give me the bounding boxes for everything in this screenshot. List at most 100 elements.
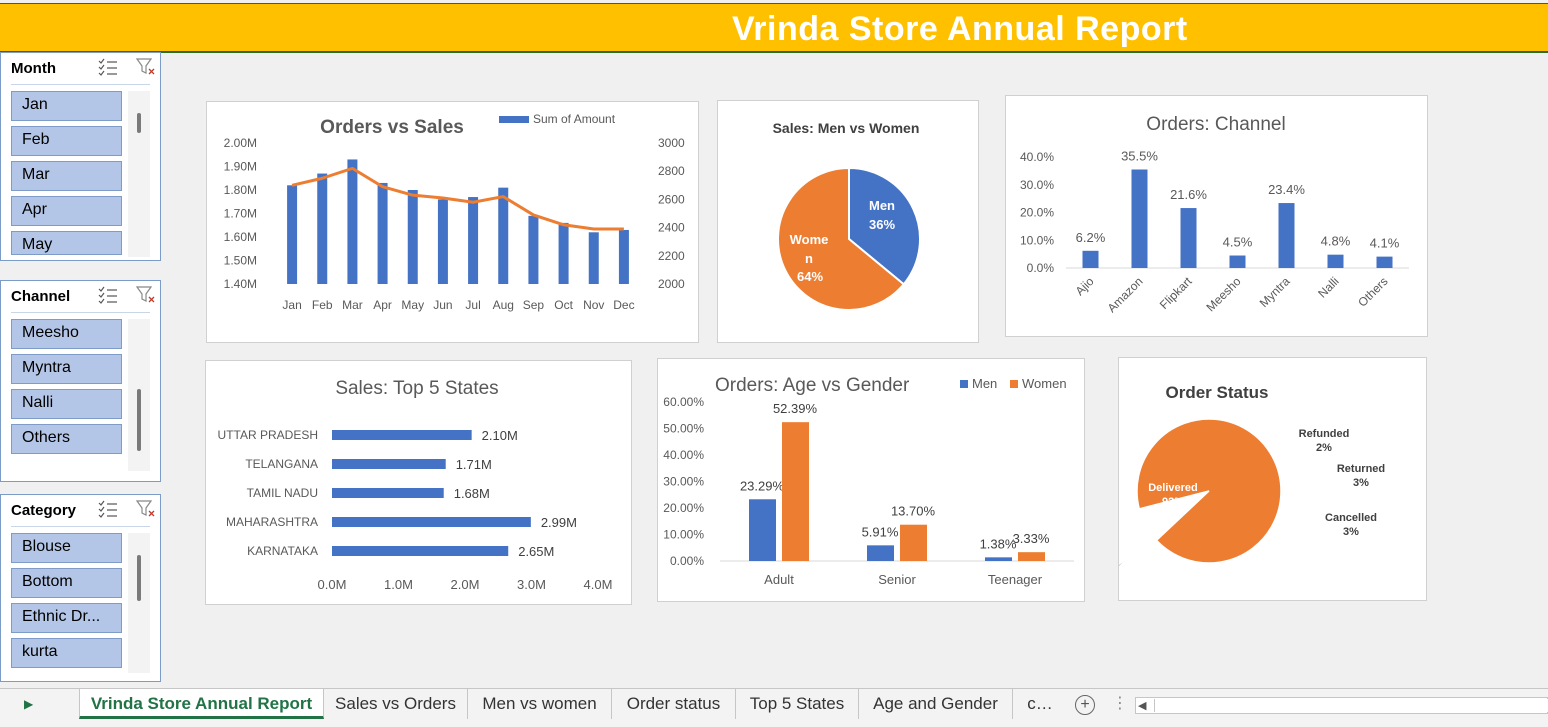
add-sheet-icon[interactable]: + (1075, 695, 1095, 715)
bar (1376, 256, 1393, 268)
x-tick-label: 2.0M (451, 577, 480, 592)
y-tick-label: MAHARASHTRA (226, 515, 318, 529)
data-label: 35.5% (1121, 148, 1158, 163)
tab-options-icon[interactable]: ⋮ (1112, 695, 1128, 712)
bar (1327, 254, 1344, 268)
slicer-item[interactable]: Meesho (11, 319, 122, 349)
multi-select-icon[interactable] (97, 499, 119, 519)
slicer-item[interactable]: Others (11, 424, 122, 454)
age-vs-gender-chart[interactable]: Orders: Age vs Gender Men Women 60.00% 50.00… (657, 358, 1085, 602)
pie-slice (1136, 418, 1282, 564)
slicer-scrollbar[interactable] (128, 533, 150, 673)
data-label: 5.91% (862, 524, 899, 539)
slicer-header: Month (11, 53, 155, 85)
tab-top5-states[interactable]: Top 5 States (736, 689, 859, 719)
slicer-item[interactable]: Myntra (11, 354, 122, 384)
x-tick-label: Oct (554, 298, 573, 312)
y-tick-label: 0.00% (670, 554, 704, 568)
pie-slice (777, 166, 906, 311)
bar (558, 222, 569, 284)
y-tick-label: 20.00% (663, 501, 704, 515)
chart-title: Order Status (1166, 383, 1269, 402)
slicer-items: Blouse Bottom Ethnic Dr... kurta (11, 533, 122, 673)
scrollbar-thumb[interactable] (1154, 699, 1548, 712)
top5-states-chart[interactable]: Sales: Top 5 States UTTAR PRADESH 2.10M TEL… (205, 360, 632, 605)
x-tick-label: May (401, 298, 424, 312)
top5-states-svg: Sales: Top 5 States UTTAR PRADESH 2.10M TEL… (218, 378, 613, 592)
slicer-item[interactable]: Blouse (11, 533, 122, 563)
channel-slicer[interactable]: Channel Meesho Myntra Nalli Others (0, 280, 161, 482)
tab-order-status[interactable]: Order status (612, 689, 736, 719)
slicer-item[interactable]: Feb (11, 126, 122, 156)
clear-filter-icon[interactable] (135, 57, 157, 77)
channel-chart[interactable]: Orders: Channel 40.0% 30.0% 20.0% 10.0% 0.0% 6… (1005, 95, 1428, 337)
bar (332, 459, 446, 469)
slicer-item[interactable]: May (11, 231, 122, 255)
orders-vs-sales-chart[interactable]: Orders vs Sales Sum of Amount 2.00M 1.90M 1.… (206, 101, 699, 343)
scrollbar-thumb[interactable] (137, 555, 141, 601)
clear-filter-icon[interactable] (135, 285, 157, 305)
slicer-item[interactable]: Apr (11, 196, 122, 226)
x-tick-label: Nov (583, 298, 604, 312)
x-tick-label: Others (1355, 274, 1390, 309)
order-status-svg: Order Status Delivered 92% Refunded 2% Return… (1044, 383, 1385, 606)
order-status-chart[interactable]: Order Status Delivered 92% Refunded 2% Return… (1044, 357, 1427, 606)
scroll-left-icon[interactable]: ◀ (1138, 700, 1147, 712)
slicer-item[interactable]: Nalli (11, 389, 122, 419)
bar (985, 557, 1012, 561)
data-label: 23.29% (740, 478, 785, 493)
y-tick-label: 20.0% (1020, 206, 1054, 220)
bar (317, 173, 328, 284)
channel-svg: Orders: Channel 40.0% 30.0% 20.0% 10.0% 0.0% 6… (1020, 114, 1409, 315)
chart-title: Sales: Top 5 States (335, 378, 498, 399)
men-vs-women-chart[interactable]: Sales: Men vs Women Men 36% Wome n 64% (717, 100, 979, 343)
y-tick-label: 10.00% (663, 528, 704, 542)
tab-sales-vs-orders[interactable]: Sales vs Orders (324, 689, 468, 719)
x-tick-label: Teenager (988, 572, 1043, 587)
bar (867, 545, 894, 561)
bar (407, 190, 418, 284)
bar (618, 229, 629, 284)
x-tick-label: Jan (282, 298, 301, 312)
data-label: 52.39% (773, 401, 818, 416)
tab-men-vs-women[interactable]: Men vs women (468, 689, 612, 719)
data-label: 1.71M (456, 457, 492, 472)
clear-filter-icon[interactable] (135, 499, 157, 519)
tab-annual-report[interactable]: Vrinda Store Annual Report (79, 689, 324, 719)
month-slicer[interactable]: Month Jan Feb Mar Apr May (0, 52, 161, 261)
multi-select-icon[interactable] (97, 57, 119, 77)
tab-age-and-gender[interactable]: Age and Gender (859, 689, 1013, 719)
slice-value: 3% (1343, 526, 1359, 538)
x-tick-label: Dec (613, 298, 634, 312)
multi-select-icon[interactable] (97, 285, 119, 305)
slicer-item[interactable]: Jan (11, 91, 122, 121)
scrollbar-thumb[interactable] (137, 389, 141, 451)
data-label: 23.4% (1268, 182, 1305, 197)
pie-slice (1072, 554, 1133, 606)
men-vs-women-svg: Sales: Men vs Women Men 36% Wome n 64% (773, 120, 921, 311)
bar (332, 517, 531, 527)
bar (1082, 250, 1099, 268)
slicer-scrollbar[interactable] (128, 319, 150, 471)
bar (1278, 203, 1295, 268)
x-tick-label: 1.0M (384, 577, 413, 592)
x-tick-label: Adult (764, 572, 794, 587)
slice-value: 3% (1353, 477, 1369, 489)
slicer-scrollbar[interactable] (128, 91, 150, 257)
y-tick-label: KARNATAKA (247, 544, 318, 558)
bar (900, 524, 927, 561)
bar (468, 197, 479, 284)
category-slicer[interactable]: Category Blouse Bottom Ethnic Dr... kurt… (0, 494, 161, 682)
tab-scroll-right-icon[interactable]: ▶ (24, 697, 34, 711)
horizontal-scrollbar[interactable]: ◀ (1135, 697, 1548, 714)
tab-more[interactable]: c… (1027, 694, 1053, 713)
x-tick-label: Aug (493, 298, 514, 312)
y-tick-label: 40.00% (663, 448, 704, 462)
slicer-item[interactable]: kurta (11, 638, 122, 668)
slicer-item[interactable]: Mar (11, 161, 122, 191)
scrollbar-thumb[interactable] (137, 113, 141, 133)
x-tick-label: Myntra (1257, 274, 1293, 310)
y-tick-label: 1.60M (224, 230, 257, 244)
slicer-item[interactable]: Ethnic Dr... (11, 603, 122, 633)
slicer-item[interactable]: Bottom (11, 568, 122, 598)
